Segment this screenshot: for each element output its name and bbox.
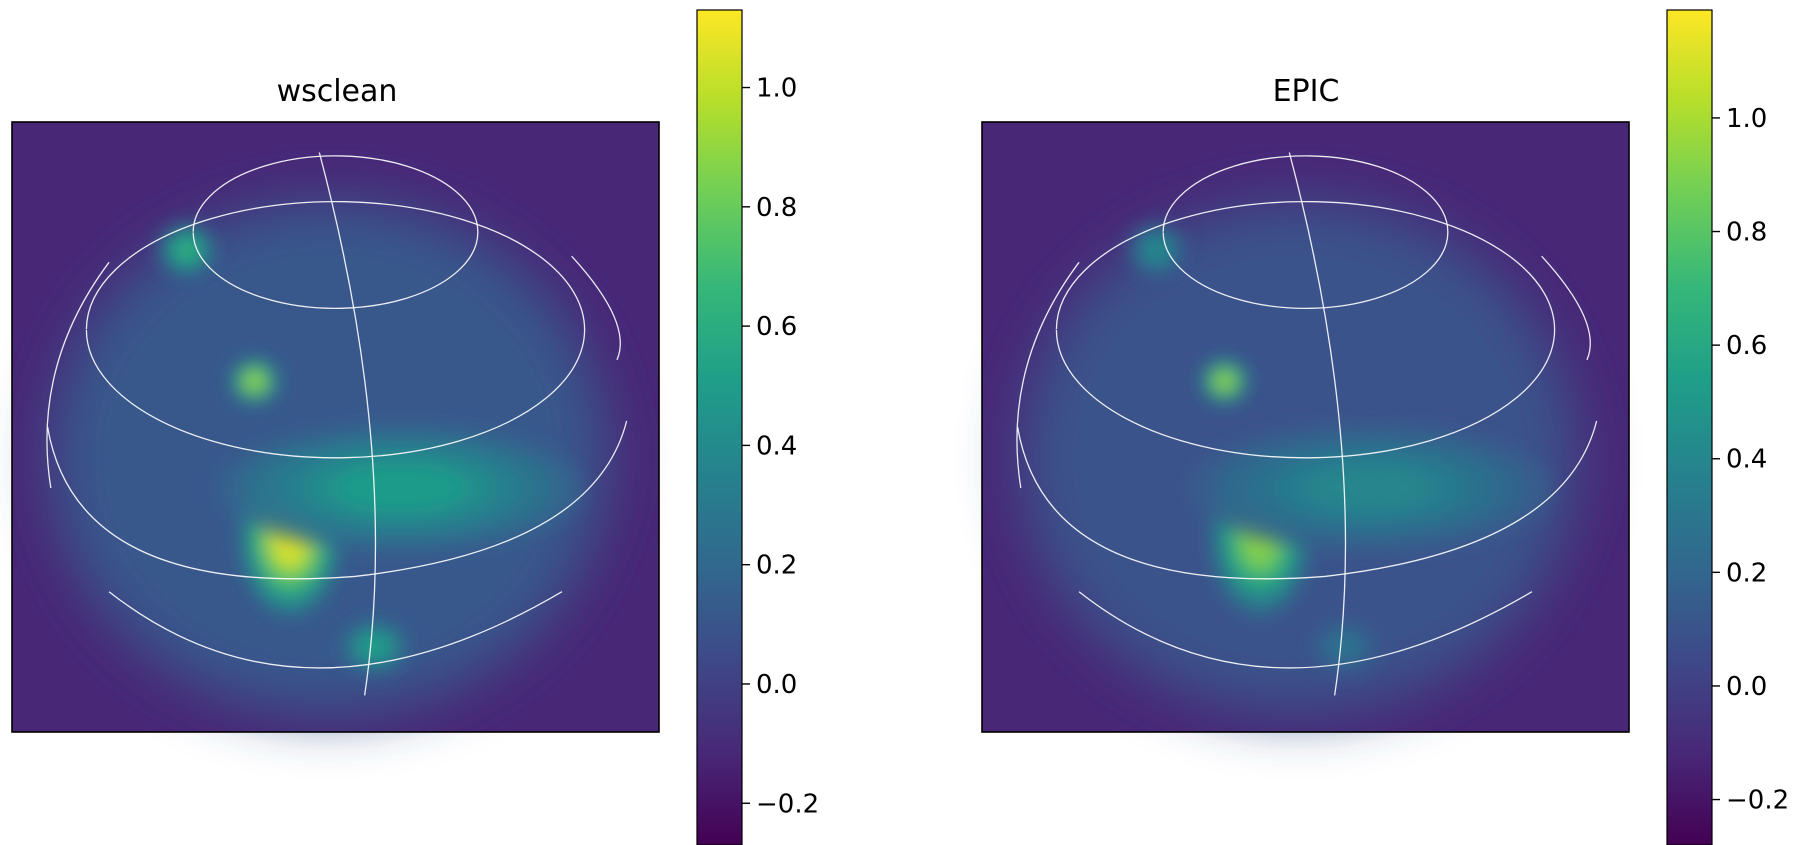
colorbar-epic [1666,9,1713,845]
source-3 [1128,223,1185,277]
grid-ellipse-top [192,155,479,309]
source-4 [1310,619,1379,674]
axes-frame-wsclean [11,121,660,733]
colorbar-tick-label: 0.6 [1726,331,1767,361]
source-5 [1189,423,1552,553]
grid-meridian [1288,152,1347,696]
colorbar-tick-label: 0.2 [756,551,797,581]
colorbar-ticks-epic: −0.2 0.0 0.2 0.4 0.6 0.8 1.0 [1712,104,1789,816]
colorbar-ticks-wsclean: −0.2 0.0 0.2 0.4 0.6 0.8 1.0 [742,74,819,819]
grid-arc-bottom [1078,591,1533,669]
colorbar-wsclean [696,9,743,845]
colorbar-tick-label: 0.6 [756,312,797,342]
sky-image-wsclean [12,122,659,732]
colorbar-tick-label: 0.4 [756,431,797,461]
grid-ellipse-top [1162,155,1449,309]
source-5 [219,423,582,553]
colorbar-tick-label: 0.0 [1726,672,1767,702]
grid-arc-right [571,255,621,361]
colorbar-tick-label: 0.8 [756,193,797,223]
panel-epic: EPIC −0.2 0.0 0.2 0.4 0.6 0.8 1.0 [981,9,1789,845]
colorbar-tick-label: 1.0 [1726,104,1767,134]
grid-arc-bottom [108,591,563,669]
grid-meridian [318,152,377,696]
colorbar-tick-label: 0.8 [1726,218,1767,248]
grid-arc-left [1016,261,1080,489]
panel-title-epic: EPIC [1273,74,1340,109]
colorbar-tick-label: 1.0 [756,74,797,104]
sky-image-epic [982,122,1629,732]
source-2 [229,357,280,405]
colorbar-tick-label: 0.0 [756,670,797,700]
grid-arc-right [1541,255,1591,361]
source-4 [340,619,409,674]
colorbar-tick-label: 0.2 [1726,558,1767,588]
coordinate-grid-epic [1016,152,1598,696]
panel-wsclean: wsclean −0.2 0.0 0.2 0.4 0.6 0.8 1.0 [11,9,819,845]
colorbar-tick-label: 0.4 [1726,445,1767,475]
coordinate-grid-wsclean [46,152,628,696]
source-3 [158,223,215,277]
grid-arc-lower [46,420,628,580]
source-2 [1199,357,1250,405]
grid-ellipse-middle [85,200,586,459]
axes-frame-epic [981,121,1630,733]
grid-ellipse-middle [1055,200,1556,459]
colorbar-tick-label: −0.2 [1726,786,1789,816]
colorbar-tick-label: −0.2 [756,789,819,819]
grid-arc-left [46,261,110,489]
panel-title-wsclean: wsclean [277,74,398,109]
grid-arc-lower [1016,420,1598,580]
